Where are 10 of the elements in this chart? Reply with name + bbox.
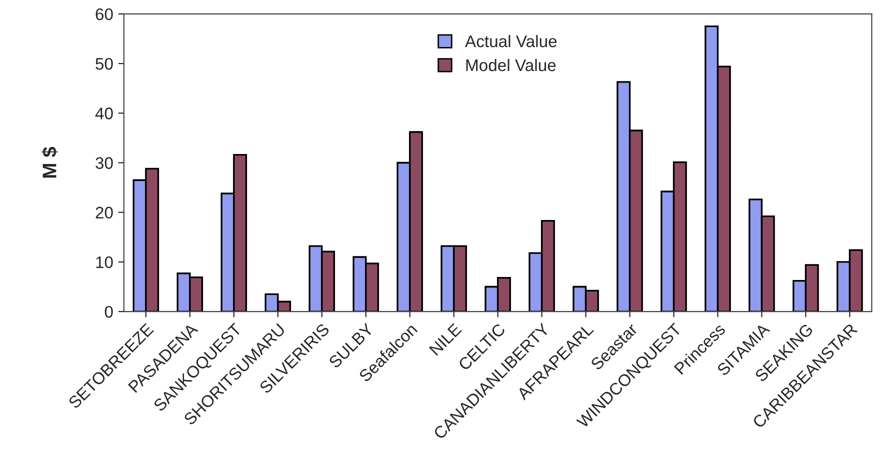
y-tick-label: 10 (96, 256, 113, 268)
legend-label: Model Value (466, 58, 556, 72)
y-tick-label: 0 (104, 306, 113, 318)
y-tick-label: 60 (96, 8, 113, 20)
y-tick-label: 30 (96, 157, 113, 169)
y-tick-label: 50 (96, 58, 113, 70)
y-axis-title: M $ (42, 146, 58, 178)
legend-label: Actual Value (465, 34, 557, 48)
y-tick-label: 40 (95, 108, 113, 120)
y-tick-label: 20 (96, 206, 113, 219)
